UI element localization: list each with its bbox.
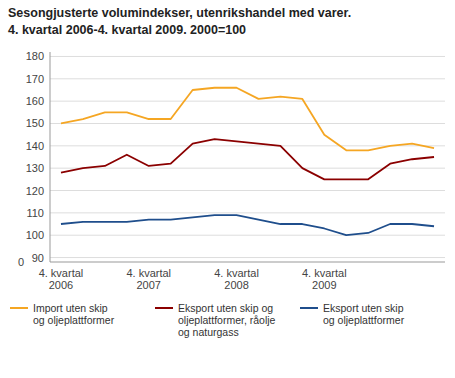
legend-label: Eksport uten skip ogoljeplattformer, råo… [178,302,276,338]
series-line [61,215,434,235]
y-tick-label: 110 [26,207,44,219]
text-line: og oljeplattformer [33,314,115,326]
text-line: 4. kvartal [214,267,259,279]
text-line: 4. kvartal [126,267,171,279]
text-line: 4. kvartal [302,267,347,279]
y-tick-label: 170 [26,73,44,85]
y-axis-line [50,52,51,262]
grid-line [50,257,445,258]
grid-line [50,212,445,213]
y-tick-label: 160 [26,95,44,107]
grid-line [50,190,445,191]
grid-line [50,101,445,102]
chart: Sesongjusterte volumindekser, utenriksha… [0,0,455,378]
text-line: Import uten skip [33,302,108,314]
y-tick-label: 180 [26,50,44,62]
text-line: Eksport uten skip [323,302,404,314]
y-tick-label: 140 [26,140,44,152]
annotation: 0 [18,256,24,268]
x-tick-label: 4. kvartal2007 [126,267,171,291]
legend-swatch [300,307,318,309]
series-line [61,139,434,179]
text-line: og oljeplattformer [323,314,405,326]
series-line [61,88,434,151]
y-tick-label: 130 [26,162,44,174]
text-line: 2007 [137,279,161,291]
y-tick-label: 120 [26,185,44,197]
legend-label: Eksport uten skipog oljeplattformer [323,302,405,326]
legend-swatch [155,307,173,309]
grid-line [50,56,445,57]
text-line: 2008 [224,279,248,291]
x-axis-line [50,262,445,263]
grid-line [50,235,445,236]
x-tick-label: 4. kvartal2006 [39,267,84,291]
legend-item: Eksport uten skipog oljeplattformer [300,302,405,326]
text-line: oljeplattformer, råolje [178,314,276,326]
plot-area [61,88,434,235]
title: Sesongjusterte volumindekser, utenriksha… [8,6,351,20]
text-line: 2006 [49,279,73,291]
grid-line [50,123,445,124]
y-tick-label: 150 [26,117,44,129]
legend-label: Import uten skipog oljeplattformer [33,302,115,326]
y-tick-label: 100 [26,229,44,241]
text-line: og naturgass [178,326,239,338]
subtitle: 4. kvartal 2006-4. kvartal 2009. 2000=10… [8,23,246,37]
x-tick-label: 4. kvartal2009 [302,267,347,291]
text-line: 4. kvartal [39,267,84,279]
grid-line [50,78,445,79]
legend-item: Eksport uten skip ogoljeplattformer, råo… [155,302,276,338]
y-tick-label: 90 [32,252,44,264]
legend-item: Import uten skipog oljeplattformer [10,302,115,326]
x-tick-label: 4. kvartal2008 [214,267,259,291]
text-line: Eksport uten skip og [178,302,273,314]
text-line: 2009 [312,279,336,291]
legend-swatch [10,307,28,309]
